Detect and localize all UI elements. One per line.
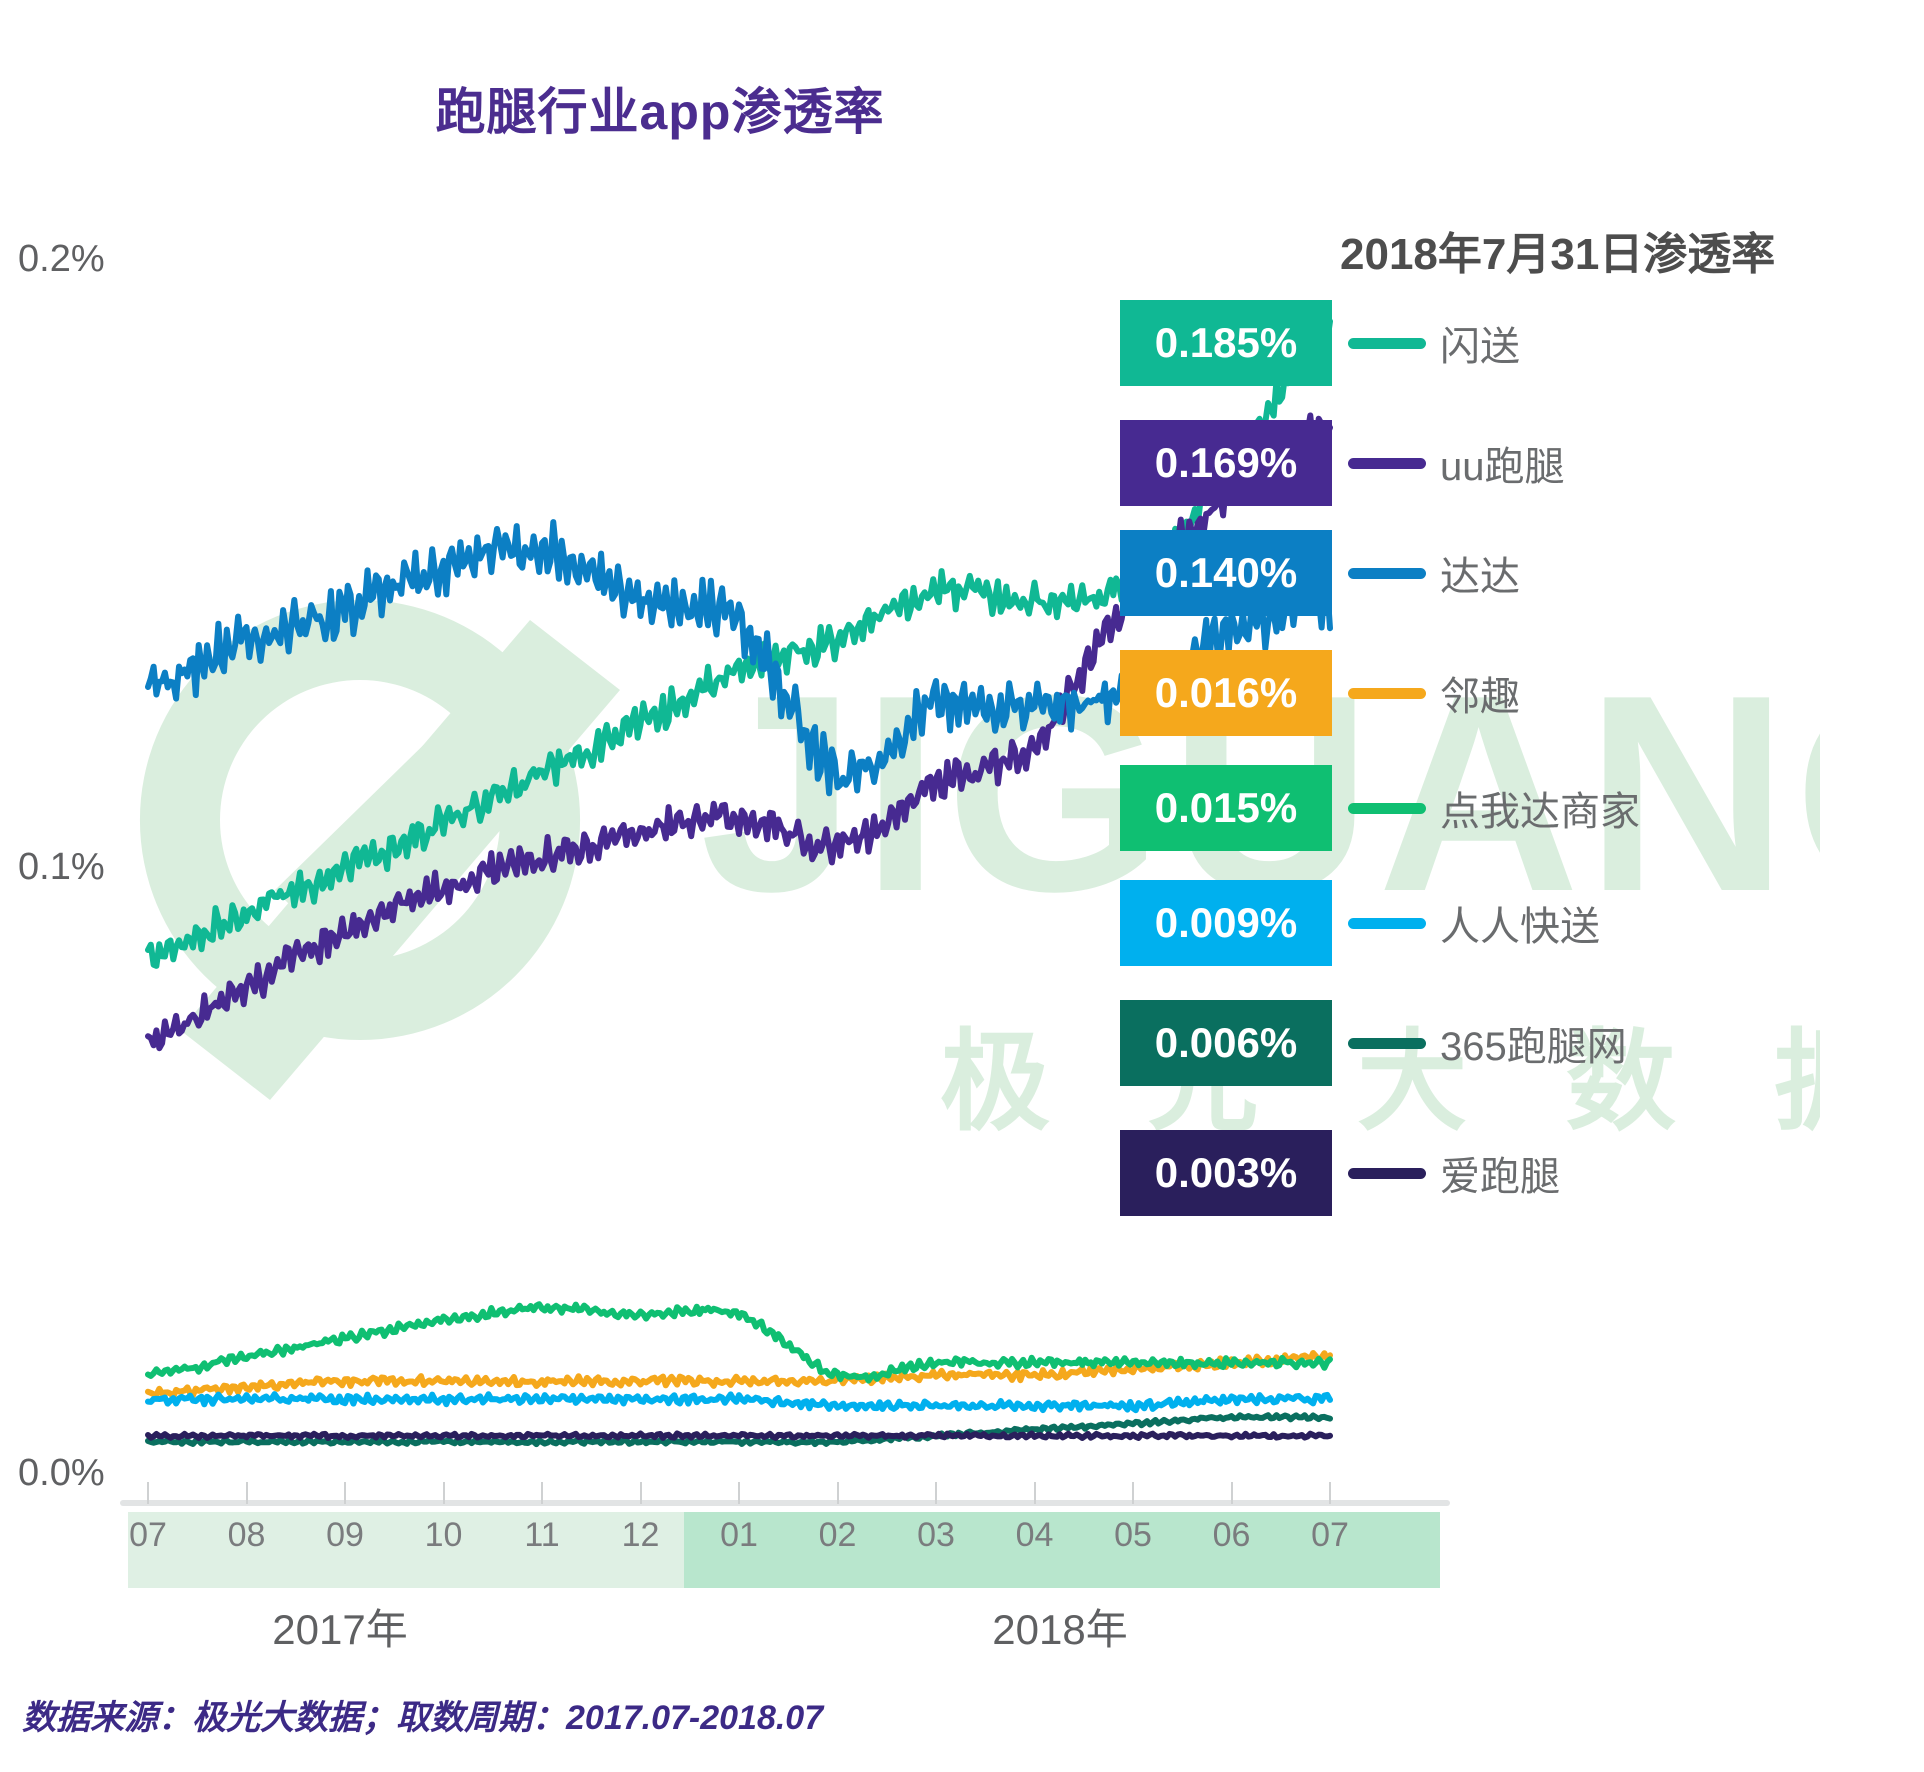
legend-line-swatch-icon bbox=[1348, 917, 1426, 929]
legend-item-6[interactable]: 0.006% 365跑腿网 bbox=[1120, 1000, 1627, 1086]
x-tickmark bbox=[1132, 1482, 1134, 1504]
line-series-邻趣 bbox=[145, 1350, 1333, 1400]
legend-value: 0.009% bbox=[1120, 880, 1332, 966]
legend-line-swatch-icon bbox=[1348, 457, 1426, 469]
legend-label: 爱跑腿 bbox=[1440, 1155, 1560, 1199]
x-tick-label: 09 bbox=[326, 1516, 364, 1554]
legend-label: 365跑腿网 bbox=[1440, 1025, 1627, 1069]
legend-item-3[interactable]: 0.016% 邻趣 bbox=[1120, 650, 1520, 736]
x-tick-label: 02 bbox=[818, 1516, 857, 1554]
year-band-2017 bbox=[128, 1512, 684, 1588]
x-tick-label: 10 bbox=[424, 1516, 463, 1554]
x-tickmark bbox=[738, 1482, 740, 1504]
legend-header: 2018年7月31日渗透率 bbox=[1340, 230, 1776, 279]
source-note: 数据来源：极光大数据；取数周期：2017.07-2018.07 bbox=[22, 1699, 824, 1737]
legend-line-swatch-icon bbox=[1348, 1167, 1426, 1179]
x-tickmark bbox=[1329, 1482, 1331, 1504]
year-label-2018: 2018年 bbox=[992, 1606, 1128, 1653]
x-tick-label: 03 bbox=[917, 1516, 955, 1554]
legend-line-swatch-icon bbox=[1348, 1037, 1426, 1049]
x-tick-label: 12 bbox=[621, 1516, 660, 1554]
x-tickmark bbox=[639, 1482, 642, 1504]
legend-item-0[interactable]: 0.185% 闪送 bbox=[1120, 300, 1520, 386]
legend-item-7[interactable]: 0.003% 爱跑腿 bbox=[1120, 1130, 1560, 1216]
x-tickmark bbox=[245, 1482, 248, 1504]
legend-line-swatch-icon bbox=[1348, 687, 1426, 699]
legend-item-4[interactable]: 0.015% 点我达商家 bbox=[1120, 765, 1640, 851]
legend-label: 点我达商家 bbox=[1440, 790, 1640, 834]
legend-label: 闪送 bbox=[1440, 325, 1520, 369]
x-tickmark bbox=[541, 1482, 543, 1504]
y-tick-label-00: 0.0% bbox=[18, 1452, 105, 1494]
page-title: 跑腿行业app渗透率 bbox=[435, 84, 885, 140]
legend-line-swatch-icon bbox=[1348, 802, 1426, 814]
legend-item-1[interactable]: 0.169% uu跑腿 bbox=[1120, 420, 1565, 506]
line-series-点我达商家 bbox=[145, 1301, 1333, 1384]
x-tickmark bbox=[147, 1482, 149, 1504]
line-series-人人快送 bbox=[145, 1391, 1333, 1414]
x-tickmark bbox=[1230, 1482, 1233, 1504]
legend-label: 达达 bbox=[1440, 555, 1520, 599]
x-tick-label: 01 bbox=[720, 1516, 758, 1554]
y-tick-label-01: 0.1% bbox=[18, 846, 105, 888]
year-label-2017: 2017年 bbox=[272, 1606, 408, 1653]
line-series-爱跑腿 bbox=[145, 1430, 1333, 1441]
legend-list: 0.185% 闪送 0.169% uu跑腿 0.140% 达达 0.016% 邻趣 0.015%… bbox=[1120, 300, 1924, 1460]
x-tickmark bbox=[935, 1482, 937, 1504]
y-tick-label-02: 0.2% bbox=[18, 238, 105, 280]
x-tickmark bbox=[344, 1482, 346, 1504]
legend-value: 0.016% bbox=[1120, 650, 1332, 736]
legend-item-5[interactable]: 0.009% 人人快送 bbox=[1120, 880, 1600, 966]
x-tickmark bbox=[1033, 1482, 1036, 1504]
x-axis-ticks: 07 08 09 10 11 12 01 02 03 04 05 06 07 bbox=[0, 1482, 1440, 1562]
x-tick-label: 11 bbox=[524, 1516, 560, 1554]
legend-value: 0.169% bbox=[1120, 420, 1332, 506]
x-tickmark bbox=[442, 1482, 445, 1504]
x-tick-label: 04 bbox=[1015, 1516, 1054, 1554]
legend-value: 0.185% bbox=[1120, 300, 1332, 386]
legend-value: 0.006% bbox=[1120, 1000, 1332, 1086]
line-series-365跑腿网 bbox=[145, 1412, 1333, 1448]
legend-label: 人人快送 bbox=[1440, 905, 1600, 949]
legend-value: 0.140% bbox=[1120, 530, 1332, 616]
legend-value: 0.015% bbox=[1120, 765, 1332, 851]
legend-item-2[interactable]: 0.140% 达达 bbox=[1120, 530, 1520, 616]
x-axis-line bbox=[120, 1500, 1450, 1506]
legend-label: 邻趣 bbox=[1440, 675, 1520, 719]
legend-label: uu跑腿 bbox=[1440, 445, 1565, 489]
legend-value: 0.003% bbox=[1120, 1130, 1332, 1216]
legend-line-swatch-icon bbox=[1348, 337, 1426, 349]
x-tick-label: 05 bbox=[1114, 1516, 1152, 1554]
x-tick-label: 07 bbox=[1311, 1516, 1349, 1554]
x-tick-label: 06 bbox=[1212, 1516, 1251, 1554]
legend-line-swatch-icon bbox=[1348, 567, 1426, 579]
x-tick-label: 08 bbox=[227, 1516, 266, 1554]
x-tick-label: 07 bbox=[129, 1516, 167, 1554]
x-tickmark bbox=[836, 1482, 839, 1504]
year-band-2018 bbox=[684, 1512, 1440, 1588]
